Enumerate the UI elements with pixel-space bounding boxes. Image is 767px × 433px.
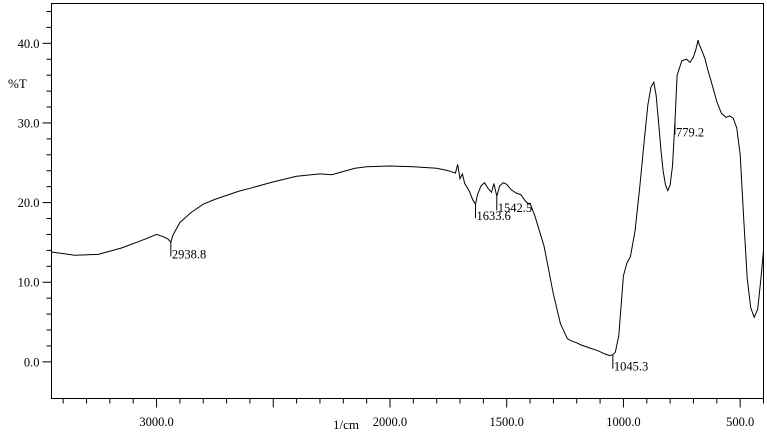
y-tick-label: 10.0 [18,276,40,290]
y-tick-label: 30.0 [18,116,40,130]
peak-label: 1045.3 [614,360,648,374]
x-tick-label: 500.0 [726,415,754,429]
peak-label: 1542.5 [498,201,532,215]
peak-label: 779.2 [676,126,704,140]
y-tick-label: 40.0 [18,37,40,51]
x-axis-ticks: 3000.0 2000.0 1500.0 1000.0 500.0 [62,398,764,429]
y-tick-label: 0.0 [24,355,40,369]
y-axis-label: %T [8,76,27,91]
peak-label: 1633.6 [477,209,511,223]
spectrum-line [51,39,764,357]
x-tick-label: 2000.0 [373,415,407,429]
x-tick-label: 3000.0 [139,415,173,429]
y-axis-ticks: 0.0 10.0 20.0 30.0 40.0 [18,10,52,369]
y-tick-label: 20.0 [18,196,40,210]
spectrum-series [51,39,764,357]
plot-frame [51,3,764,399]
x-tick-label: 1000.0 [606,415,640,429]
x-tick-label: 1500.0 [490,415,524,429]
peak-label: 2938.8 [172,247,206,261]
x-axis-label: 1/cm [333,417,359,432]
